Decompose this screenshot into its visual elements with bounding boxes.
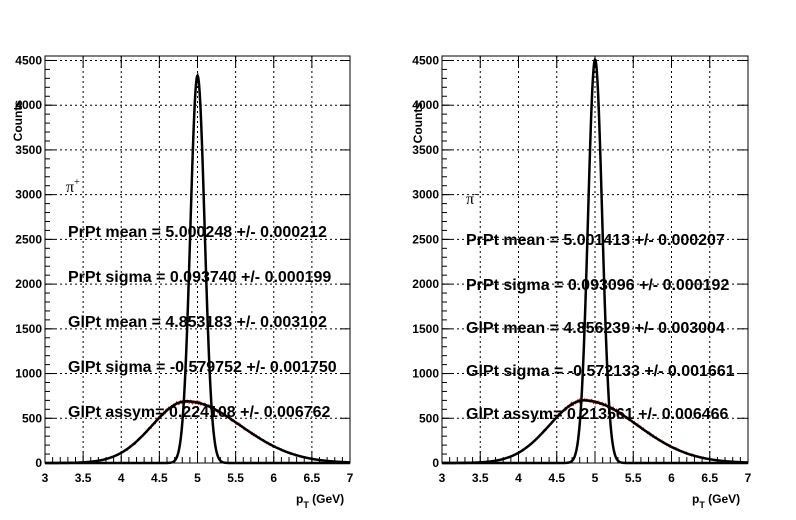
- y-tick-label: 4000: [15, 98, 42, 112]
- plot-frame: [44, 55, 351, 464]
- fit-annotation: GlPt mean = 4.856239 +/- 0.003004: [466, 320, 725, 337]
- series-glpt-fit: [45, 400, 351, 465]
- y-axis-title: Counts: [411, 102, 425, 144]
- x-tick-label: 4.5: [548, 471, 565, 485]
- x-tick-label: 3.5: [75, 471, 92, 485]
- x-tick-label: 4: [515, 471, 522, 485]
- y-tick-label: 3000: [15, 188, 42, 202]
- series-prpt-fit: [45, 73, 350, 465]
- chart-panel-pi-minus: 3 3.5 4 4.5 5 5.5 6 6.5 7 0 500 1000 1500 2000 2500 300…: [411, 53, 752, 510]
- x-axis-title: pT (GeV): [296, 492, 344, 510]
- y-tick-label: 500: [419, 411, 439, 425]
- y-tick-label: 3000: [412, 188, 439, 202]
- y-tick-label: 1500: [15, 322, 42, 336]
- x-tick-label: 5: [592, 471, 599, 485]
- plot-frame: [441, 55, 749, 464]
- y-tick-label: 4500: [15, 53, 42, 67]
- fit-annotation: GlPt assym= 0.213561 +/- 0.006466: [466, 406, 729, 423]
- y-tick-label: 4500: [412, 53, 439, 67]
- x-tick-label: 6.5: [304, 471, 321, 485]
- x-tick-label: 7: [347, 471, 354, 485]
- x-tick-label: 6: [668, 471, 675, 485]
- x-tick-label: 3: [42, 471, 49, 485]
- y-tick-label: 0: [432, 456, 439, 470]
- y-tick-label: 1500: [412, 322, 439, 336]
- x-tick-label: 4.5: [151, 471, 168, 485]
- particle-label: π-: [466, 189, 477, 208]
- series-prpt-fit: [442, 57, 748, 465]
- y-tick-label: 1000: [15, 367, 42, 381]
- y-tick-label: 2000: [412, 277, 439, 291]
- particle-label: π+: [66, 177, 80, 196]
- y-tick-label: 0: [35, 456, 42, 470]
- y-tick-label: 2500: [15, 232, 42, 246]
- fit-annotation: GlPt mean = 4.853183 +/- 0.003102: [68, 314, 327, 331]
- fit-annotation: GlPt assym= 0.224108 +/- 0.006762: [68, 404, 331, 421]
- series-glpt-fit: [442, 399, 749, 465]
- x-tick-label: 6: [270, 471, 277, 485]
- y-tick-label: 3500: [15, 143, 42, 157]
- x-tick-label: 5.5: [227, 471, 244, 485]
- y-axis-title: Counts: [11, 100, 25, 142]
- fit-annotation: PrPt sigma = 0.093740 +/- 0.000199: [68, 269, 331, 286]
- y-tick-label: 2500: [412, 232, 439, 246]
- fit-annotation: PrPt mean = 5.001413 +/- 0.000207: [466, 232, 725, 249]
- x-axis-title: pT (GeV): [692, 492, 740, 510]
- x-tick-label: 5: [194, 471, 201, 485]
- fit-annotation: GlPt sigma = -0.579752 +/- 0.001750: [68, 359, 337, 376]
- fit-annotation: GlPt sigma = -0.572133 +/- 0.001661: [466, 363, 735, 380]
- y-tick-label: 2000: [15, 277, 42, 291]
- y-tick-label: 500: [22, 411, 42, 425]
- y-tick-label: 1000: [412, 367, 439, 381]
- x-tick-label: 5.5: [625, 471, 642, 485]
- x-tick-label: 7: [745, 471, 752, 485]
- y-tick-label: 3500: [412, 143, 439, 157]
- y-tick-label: 4000: [412, 98, 439, 112]
- chart-panel-pi-plus: 3 3.5 4 4.5 5 5.5 6 6.5 7 0 500 1000 1500 2000 2500 300…: [11, 53, 354, 510]
- x-tick-label: 6.5: [701, 471, 718, 485]
- x-tick-label: 3.5: [472, 471, 489, 485]
- x-tick-label: 4: [118, 471, 125, 485]
- fit-annotation: PrPt mean = 5.000248 +/- 0.000212: [68, 224, 327, 241]
- x-tick-label: 3: [439, 471, 446, 485]
- fit-annotation: PrPt sigma = 0.093096 +/- 0.000192: [466, 277, 729, 294]
